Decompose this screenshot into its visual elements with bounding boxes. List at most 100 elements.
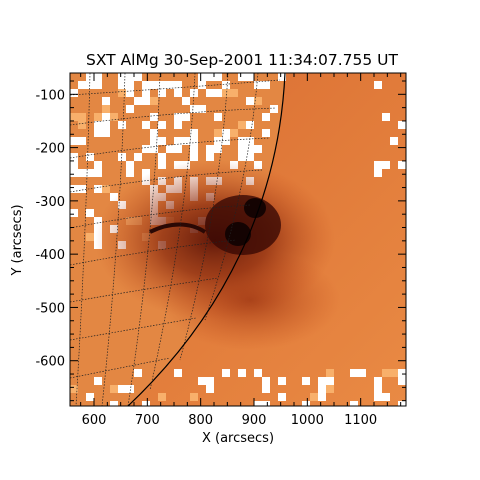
noise-pixel (102, 185, 110, 193)
y-tick-label: -400 (35, 248, 65, 263)
noise-pixel (174, 113, 182, 121)
noise-pixel (78, 169, 86, 177)
plot-frame (69, 72, 407, 407)
noise-pixel (86, 169, 94, 177)
noise-pixel (158, 393, 166, 401)
noise-pixel (134, 369, 142, 377)
noise-pixel (198, 73, 206, 81)
noise-pixel (70, 89, 78, 97)
noise-pixel (214, 73, 222, 81)
noise-pixel (246, 73, 254, 81)
noise-pixel (78, 81, 86, 89)
solar-limb (127, 73, 286, 406)
x-axis: 600 700 800 900 1000 1100 (80, 73, 402, 428)
noise-pixel (390, 369, 398, 377)
noise-pixel (262, 401, 270, 406)
noise-pixel (150, 97, 158, 105)
noise-pixel (238, 121, 246, 129)
noise-pixel (398, 377, 406, 385)
noise-pixel (230, 129, 238, 137)
noise-pixel (78, 185, 86, 193)
noise-pixel (246, 97, 254, 105)
grid-line (70, 169, 263, 193)
noise-pixel (102, 113, 110, 121)
noise-pixel (174, 369, 182, 377)
y-tick-label: -300 (35, 195, 65, 210)
x-tick-label: 900 (242, 413, 267, 428)
noise-pixel (78, 137, 86, 145)
noise-pixel (102, 105, 110, 113)
noise-pixel (126, 105, 134, 113)
noise-pixel (158, 161, 166, 169)
noise-pixel (350, 369, 358, 377)
noise-pixel (198, 81, 206, 89)
noise-pixel (374, 377, 382, 385)
noise-pixel (126, 385, 134, 393)
noise-pixel (374, 169, 382, 177)
noise-pixel (70, 185, 78, 193)
noise-pixel (238, 137, 246, 145)
noise-pixel (206, 153, 214, 161)
noise-pixel (326, 377, 334, 385)
noise-pixel (254, 81, 262, 89)
noise-pixel (206, 145, 214, 153)
x-tick-label: 1000 (291, 413, 324, 428)
grid-line (127, 73, 161, 406)
noise-pixel (70, 161, 78, 169)
grid-line (204, 73, 259, 321)
noise-pixel (374, 81, 382, 89)
y-tick-label: -200 (35, 142, 65, 157)
noise-pixel (166, 145, 174, 153)
bright-kernel-south (225, 222, 251, 246)
noise-pixel (134, 97, 142, 105)
noise-pixel (398, 121, 406, 129)
noise-pixel (102, 129, 110, 137)
noise-pixel (246, 153, 254, 161)
noise-pixel (150, 81, 158, 89)
noise-pixel (246, 137, 254, 145)
noise-pixel (78, 113, 86, 121)
noise-pixel (94, 73, 102, 81)
noise-pixel (102, 97, 110, 105)
noise-pixel (318, 393, 326, 401)
noise-pixel (206, 385, 214, 393)
noise-pixel (150, 137, 158, 145)
noise-pixel (182, 97, 190, 105)
noise-pixel (94, 113, 102, 121)
noise-pixel (262, 377, 270, 385)
noise-pixel (126, 81, 134, 89)
noise-pixel (118, 89, 126, 97)
noise-pixel (214, 129, 222, 137)
grid-line (70, 357, 171, 379)
x-tick-label: 700 (135, 413, 160, 428)
x-tick-label: 800 (188, 413, 213, 428)
noise-pixel (94, 129, 102, 137)
noise-pixel (318, 377, 326, 385)
grid-line (70, 137, 271, 159)
loop-arc (149, 222, 207, 234)
grid-line (149, 73, 196, 391)
noise-pixel (158, 89, 166, 97)
noise-pixel (278, 393, 286, 401)
noise-pixel (318, 385, 326, 393)
noise-pixel (222, 369, 230, 377)
noise-pixel (102, 121, 110, 129)
noise-pixel (94, 161, 102, 169)
noise-pixel (262, 385, 270, 393)
noise-pixel (222, 81, 230, 89)
noise-pixel (398, 401, 406, 406)
noise-pixel (238, 369, 246, 377)
noise-pixel (118, 73, 126, 81)
grid-line (70, 277, 219, 303)
noise-pixel (94, 377, 102, 385)
noise-pixel (174, 121, 182, 129)
noise-pixel (70, 169, 78, 177)
noise-pixel (206, 73, 214, 81)
grid-line (179, 73, 229, 361)
noise-pixel (198, 377, 206, 385)
noise-pixel (94, 121, 102, 129)
noise-pixel (86, 209, 94, 217)
noise-pixel (262, 113, 270, 121)
noise-pixel (358, 369, 366, 377)
noise-pixel (190, 137, 198, 145)
